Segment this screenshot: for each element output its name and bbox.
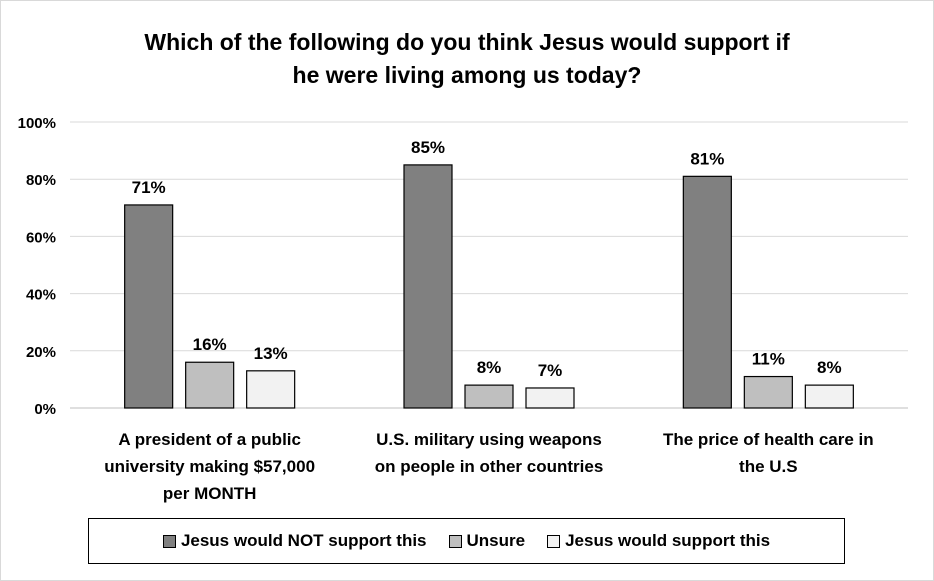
- x-tick-label: university making $57,000: [104, 457, 315, 476]
- x-tick-label: per MONTH: [163, 484, 257, 503]
- legend-item-not-support: Jesus would NOT support this: [162, 531, 427, 551]
- x-tick-label: on people in other countries: [375, 457, 604, 476]
- data-label: 81%: [690, 149, 724, 168]
- bar: [464, 384, 514, 409]
- legend-swatch-support: [547, 534, 561, 548]
- data-label: 16%: [193, 335, 227, 354]
- x-tick-label: A president of a public: [118, 430, 301, 449]
- data-label: 13%: [254, 344, 288, 363]
- data-label: 85%: [411, 138, 445, 157]
- bar: [743, 375, 793, 409]
- y-tick-label: 60%: [26, 229, 56, 246]
- data-label: 8%: [477, 358, 502, 377]
- chart-title-line-2: he were living among us today?: [292, 62, 642, 88]
- legend-swatch-unsure: [448, 534, 462, 548]
- x-tick-label: The price of health care in: [663, 430, 874, 449]
- legend-label-not-support: Jesus would NOT support this: [180, 531, 427, 550]
- y-tick-label: 20%: [26, 344, 56, 361]
- legend-item-support: Jesus would support this: [547, 531, 770, 551]
- legend-swatch-not-support: [162, 534, 176, 548]
- data-label: 8%: [817, 358, 842, 377]
- bar: [246, 370, 296, 409]
- bar: [804, 384, 854, 409]
- x-tick-label: U.S. military using weapons: [376, 430, 602, 449]
- data-label: 7%: [538, 361, 563, 380]
- bar: [682, 175, 732, 409]
- chart-title-line-1: Which of the following do you think Jesu…: [144, 29, 790, 55]
- y-tick-label: 0%: [34, 401, 56, 418]
- y-tick-label: 100%: [18, 115, 56, 132]
- bar: [185, 361, 235, 409]
- data-label: 11%: [752, 350, 785, 369]
- bar: [525, 387, 575, 409]
- legend-item-unsure: Unsure: [448, 531, 526, 551]
- x-tick-label: the U.S: [739, 457, 798, 476]
- bar: [124, 204, 174, 409]
- y-tick-label: 40%: [26, 287, 56, 304]
- legend: Jesus would NOT support this Unsure Jesu…: [88, 518, 845, 564]
- y-tick-label: 80%: [26, 172, 56, 189]
- legend-label-unsure: Unsure: [466, 531, 526, 550]
- bar: [403, 164, 453, 409]
- chart-title: Which of the following do you think Jesu…: [60, 26, 874, 92]
- legend-label-support: Jesus would support this: [565, 531, 771, 550]
- data-label: 71%: [132, 178, 166, 197]
